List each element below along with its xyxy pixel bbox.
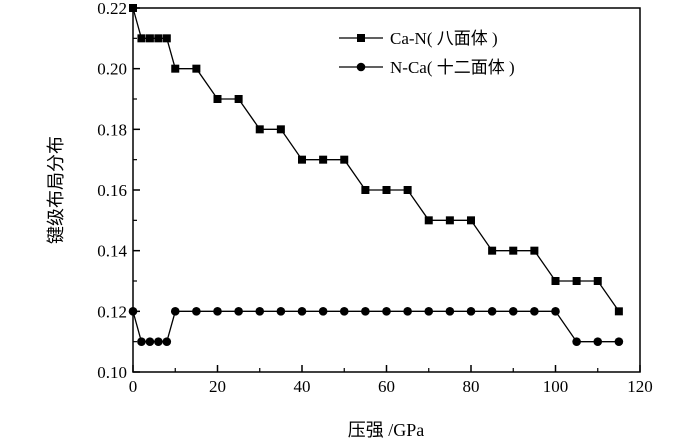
- data-point: [487, 307, 497, 316]
- x-tick-label: 20: [209, 377, 226, 396]
- data-point: [551, 277, 560, 285]
- data-point: [137, 34, 146, 43]
- data-point: [234, 95, 243, 103]
- data-point: [382, 307, 391, 316]
- data-point: [276, 307, 286, 316]
- x-axis-title: 压强 /GPa: [348, 420, 425, 440]
- y-axis-title: 键级布局分布: [46, 136, 66, 244]
- data-point: [424, 307, 434, 316]
- data-point: [445, 216, 454, 225]
- data-point: [488, 246, 497, 255]
- data-point: [297, 307, 307, 316]
- data-point: [466, 307, 476, 316]
- data-point: [318, 307, 328, 316]
- x-tick-label: 120: [627, 377, 653, 396]
- x-tick-label: 100: [543, 377, 569, 396]
- data-point: [530, 246, 539, 255]
- data-point: [162, 34, 171, 43]
- data-point: [192, 307, 201, 316]
- data-point: [170, 307, 180, 316]
- data-point: [145, 337, 155, 346]
- legend: Ca-N( 八面体 ) N-Ca( 十二面体 ): [339, 29, 515, 77]
- data-point: [213, 307, 222, 316]
- data-point: [382, 186, 391, 194]
- data-point: [298, 155, 306, 164]
- data-point: [467, 216, 475, 225]
- data-point: [424, 216, 433, 225]
- data-point: [572, 337, 581, 346]
- data-point: [445, 307, 455, 316]
- y-axis: 0.10 0.12 0.14 0.16 0.18 0.20 0.22: [97, 0, 140, 382]
- legend-label: Ca-N( 八面体 ): [390, 29, 498, 48]
- data-point: [137, 337, 146, 346]
- data-point: [276, 125, 285, 134]
- series-layer: [128, 4, 624, 346]
- data-point: [614, 307, 623, 316]
- x-tick-label: 80: [463, 377, 480, 396]
- data-point: [572, 277, 581, 285]
- y-tick-label: 0.14: [97, 242, 127, 261]
- data-point: [403, 307, 412, 316]
- x-tick-label: 60: [378, 377, 395, 396]
- data-point: [319, 155, 328, 164]
- data-point: [509, 246, 518, 255]
- data-point: [361, 307, 370, 316]
- x-tick-label: 0: [129, 377, 138, 396]
- series-line: [132, 7, 620, 312]
- data-point: [530, 307, 539, 316]
- data-point: [593, 277, 602, 285]
- data-point: [593, 337, 603, 346]
- data-point: [403, 186, 412, 194]
- data-point: [154, 34, 163, 43]
- data-point: [340, 155, 349, 164]
- y-tick-label: 0.10: [97, 363, 127, 382]
- data-point: [213, 95, 222, 103]
- data-point: [614, 337, 624, 346]
- x-tick-label: 40: [294, 377, 311, 396]
- data-point: [154, 337, 163, 346]
- data-point: [162, 337, 172, 346]
- series-1: [129, 4, 623, 316]
- series-2: [128, 307, 624, 346]
- data-point: [255, 125, 264, 134]
- data-point: [255, 307, 265, 316]
- legend-entry: Ca-N( 八面体 ): [339, 29, 498, 48]
- legend-label: N-Ca( 十二面体 ): [390, 58, 515, 77]
- legend-marker: [356, 62, 366, 72]
- series-line: [132, 310, 619, 343]
- legend-entry: N-Ca( 十二面体 ): [339, 58, 515, 77]
- y-tick-label: 0.12: [97, 302, 127, 321]
- y-tick-label: 0.22: [97, 0, 127, 18]
- y-tick-label: 0.16: [97, 181, 127, 200]
- data-point: [234, 307, 243, 316]
- data-point: [508, 307, 518, 316]
- data-point: [361, 186, 370, 194]
- data-point: [551, 307, 560, 316]
- y-tick-label: 0.20: [97, 60, 127, 79]
- data-point: [339, 307, 349, 316]
- data-point: [192, 64, 201, 73]
- x-axis: 0 20 40 60 80 100 120: [129, 365, 653, 396]
- legend-marker: [357, 34, 365, 42]
- data-point: [128, 307, 138, 316]
- data-point: [171, 64, 180, 73]
- y-tick-label: 0.18: [97, 120, 127, 139]
- data-point: [145, 34, 154, 43]
- data-point: [129, 4, 137, 12]
